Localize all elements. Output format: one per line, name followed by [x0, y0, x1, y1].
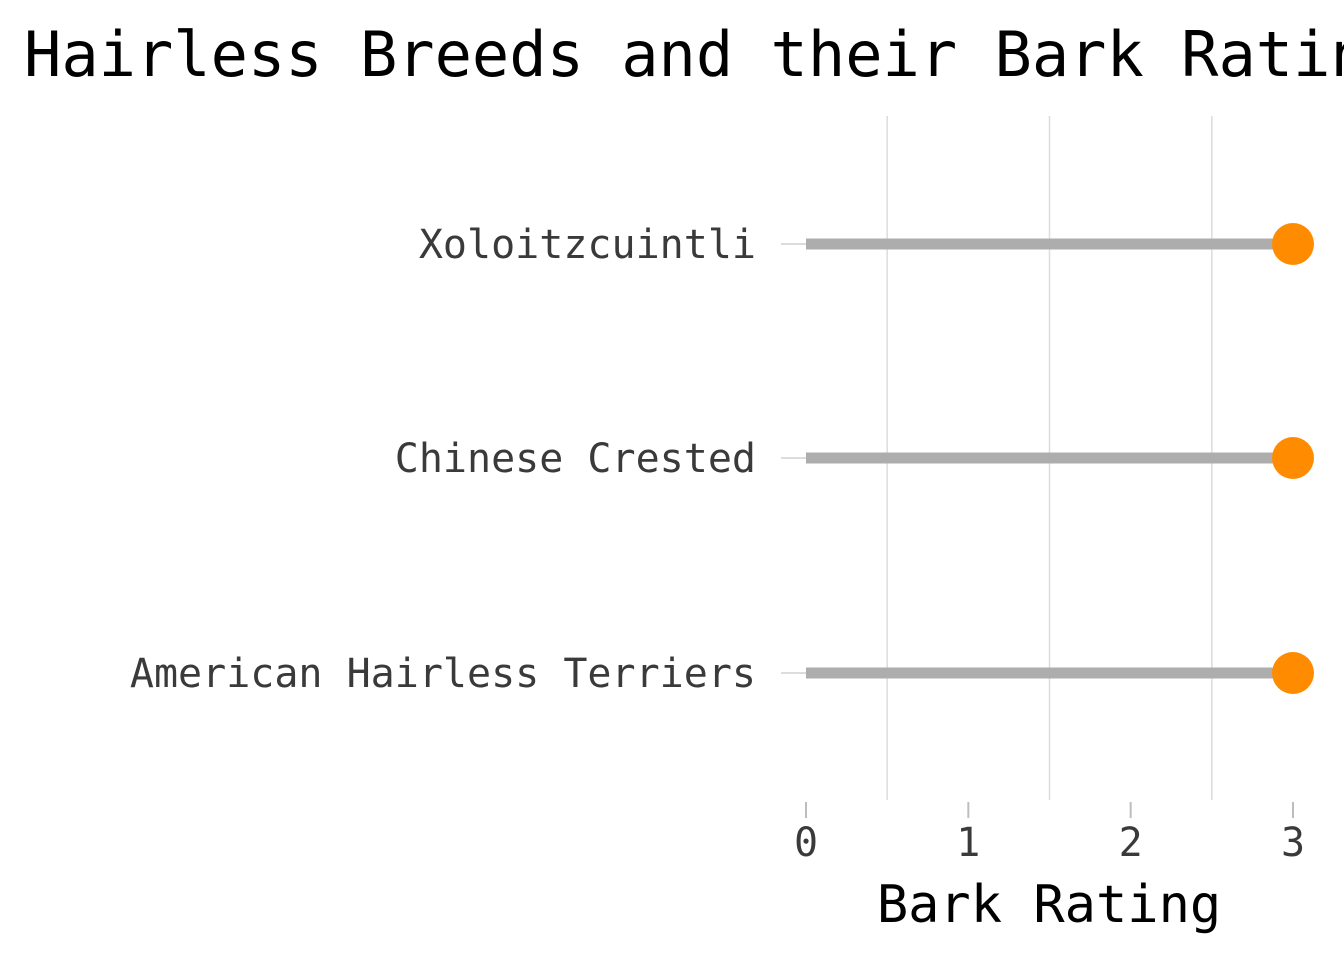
category-label: American Hairless Terriers: [130, 651, 756, 697]
lollipop-points: [1272, 223, 1314, 694]
lollipop-stems: [806, 238, 1293, 679]
x-axis: 0 1 2 3: [794, 802, 1305, 866]
x-axis-title: Bark Rating: [877, 875, 1221, 935]
x-tick-label: 0: [794, 820, 818, 866]
category-label: Chinese Crested: [395, 436, 756, 482]
category-labels: Xoloitzcuintli Chinese Crested American Ha…: [130, 222, 806, 697]
lollipop-point: [1272, 223, 1314, 265]
lollipop-point: [1272, 437, 1314, 479]
category-label: Xoloitzcuintli: [419, 222, 756, 268]
lollipop-point: [1272, 652, 1314, 694]
x-tick-label: 1: [956, 820, 980, 866]
x-tick-label: 2: [1119, 820, 1143, 866]
chart-title: Hairless Breeds and their Bark Ratings: [24, 18, 1344, 91]
x-tick-label: 3: [1281, 820, 1305, 866]
